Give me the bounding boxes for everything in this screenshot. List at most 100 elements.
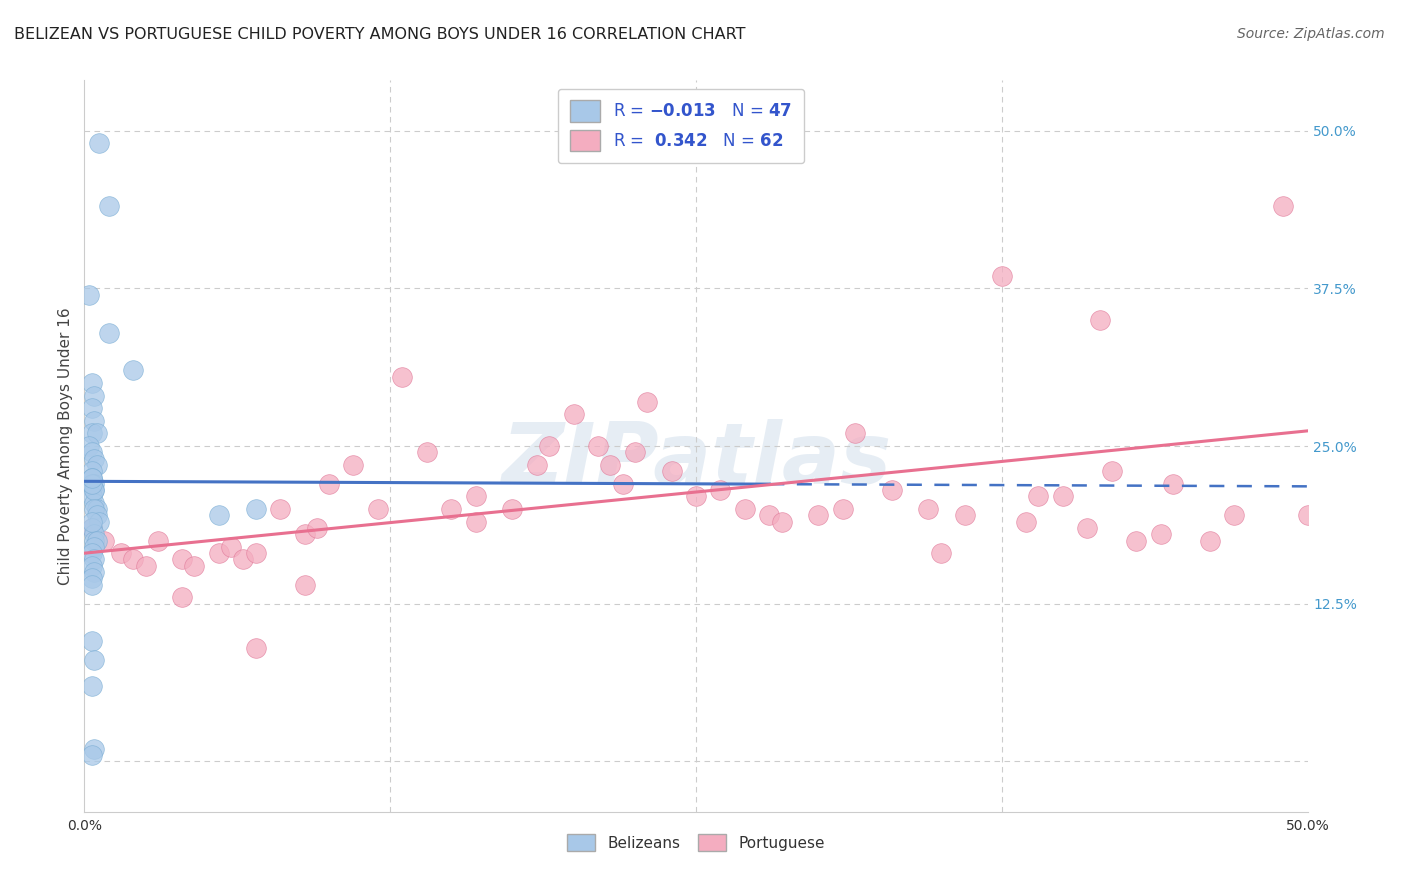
Point xyxy=(77,439,100,453)
Point xyxy=(122,552,145,566)
Point xyxy=(83,476,105,491)
Point xyxy=(83,483,105,497)
Point xyxy=(1125,533,1147,548)
Point xyxy=(80,515,103,529)
Point xyxy=(917,502,939,516)
Point xyxy=(1198,533,1220,548)
Point xyxy=(245,546,267,560)
Point xyxy=(97,326,120,340)
Point xyxy=(807,508,830,523)
Point xyxy=(464,515,486,529)
Point xyxy=(172,591,194,605)
Point xyxy=(97,199,120,213)
Point xyxy=(80,490,103,504)
Point xyxy=(80,470,103,484)
Point xyxy=(1015,515,1038,529)
Point xyxy=(80,578,103,592)
Point xyxy=(83,741,105,756)
Point xyxy=(80,558,103,573)
Point xyxy=(208,508,231,523)
Point xyxy=(758,508,780,523)
Point xyxy=(685,490,707,504)
Point xyxy=(1161,476,1184,491)
Point xyxy=(440,502,463,516)
Point xyxy=(1076,521,1098,535)
Point xyxy=(526,458,548,472)
Text: Source: ZipAtlas.com: Source: ZipAtlas.com xyxy=(1237,27,1385,41)
Point xyxy=(80,401,103,416)
Point xyxy=(305,521,328,535)
Point xyxy=(172,552,194,566)
Point xyxy=(538,439,561,453)
Point xyxy=(1223,508,1246,523)
Point xyxy=(245,640,267,655)
Point xyxy=(294,527,316,541)
Point xyxy=(1052,490,1074,504)
Point xyxy=(86,458,108,472)
Point xyxy=(86,533,108,548)
Point xyxy=(232,552,254,566)
Point xyxy=(1101,464,1123,478)
Point xyxy=(831,502,853,516)
Point xyxy=(367,502,389,516)
Point xyxy=(80,445,103,459)
Point xyxy=(80,376,103,390)
Point xyxy=(86,426,108,441)
Text: BELIZEAN VS PORTUGUESE CHILD POVERTY AMONG BOYS UNDER 16 CORRELATION CHART: BELIZEAN VS PORTUGUESE CHILD POVERTY AMO… xyxy=(14,27,745,42)
Y-axis label: Child Poverty Among Boys Under 16: Child Poverty Among Boys Under 16 xyxy=(58,307,73,585)
Point xyxy=(83,502,105,516)
Point xyxy=(599,458,621,472)
Point xyxy=(1272,199,1295,213)
Point xyxy=(624,445,647,459)
Point xyxy=(80,426,103,441)
Point xyxy=(93,533,115,548)
Point xyxy=(80,464,103,478)
Point xyxy=(612,476,634,491)
Point xyxy=(318,476,340,491)
Point xyxy=(146,533,169,548)
Point xyxy=(87,136,110,151)
Point xyxy=(709,483,731,497)
Point xyxy=(269,502,291,516)
Point xyxy=(219,540,242,554)
Point xyxy=(80,571,103,585)
Point xyxy=(636,395,658,409)
Point xyxy=(83,483,105,497)
Point xyxy=(135,558,157,573)
Point xyxy=(734,502,756,516)
Point xyxy=(391,369,413,384)
Legend: Belizeans, Portuguese: Belizeans, Portuguese xyxy=(560,826,832,859)
Point xyxy=(80,747,103,762)
Point xyxy=(83,533,105,548)
Point xyxy=(1088,313,1111,327)
Point xyxy=(342,458,364,472)
Point xyxy=(83,451,105,466)
Point xyxy=(183,558,205,573)
Point xyxy=(83,414,105,428)
Point xyxy=(416,445,439,459)
Point xyxy=(1296,508,1319,523)
Point xyxy=(953,508,976,523)
Point xyxy=(770,515,793,529)
Point xyxy=(80,476,103,491)
Point xyxy=(80,546,103,560)
Point xyxy=(87,515,110,529)
Point xyxy=(83,527,105,541)
Point xyxy=(86,502,108,516)
Point xyxy=(294,578,316,592)
Point xyxy=(929,546,952,560)
Point xyxy=(110,546,132,560)
Point xyxy=(83,653,105,667)
Point xyxy=(86,508,108,523)
Point xyxy=(245,502,267,516)
Point xyxy=(661,464,683,478)
Point xyxy=(80,679,103,693)
Point xyxy=(83,388,105,402)
Point xyxy=(502,502,524,516)
Point xyxy=(1150,527,1173,541)
Point xyxy=(83,540,105,554)
Point xyxy=(586,439,609,453)
Point xyxy=(83,552,105,566)
Point xyxy=(80,634,103,648)
Point xyxy=(80,521,103,535)
